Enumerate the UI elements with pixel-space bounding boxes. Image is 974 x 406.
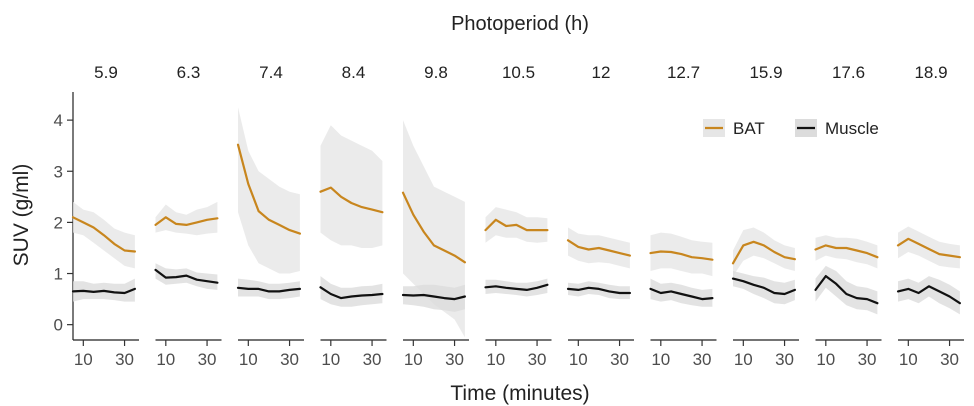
facet-label: 7.4 xyxy=(259,63,283,82)
legend-item: Muscle xyxy=(795,119,879,138)
bat-series-line xyxy=(154,216,219,226)
x-tick-label: 10 xyxy=(734,350,753,369)
facet-panel: 12.7 10 30 xyxy=(649,63,717,369)
legend: BAT Muscle xyxy=(703,119,879,138)
muscle-series-line xyxy=(236,286,301,293)
x-tick-label: 30 xyxy=(940,350,959,369)
x-tick-label: 30 xyxy=(775,350,794,369)
x-tick-label: 30 xyxy=(115,350,134,369)
bat-series-line xyxy=(814,244,879,259)
facet-panel: 5.9 10 30 xyxy=(71,63,139,369)
muscle-series-line xyxy=(319,286,384,300)
facet-label: 12.7 xyxy=(667,63,700,82)
bat-series-line xyxy=(484,218,549,232)
x-tick-label: 10 xyxy=(321,350,340,369)
muscle-series-line xyxy=(814,275,879,305)
x-tick-label: 30 xyxy=(610,350,629,369)
x-tick-label: 30 xyxy=(198,350,217,369)
muscle-confidence-band xyxy=(403,284,465,312)
y-tick-label: 1 xyxy=(54,265,63,284)
muscle-confidence-band xyxy=(650,278,713,307)
muscle-series-line xyxy=(896,285,962,305)
bat-confidence-band xyxy=(155,201,218,236)
facet-label: 8.4 xyxy=(342,63,366,82)
x-tick-label: 30 xyxy=(280,350,299,369)
muscle-series-line xyxy=(71,287,136,295)
facet-panel: 17.6 10 30 xyxy=(814,63,882,369)
y-tick-label: 2 xyxy=(54,213,63,232)
x-tick-label: 10 xyxy=(156,350,175,369)
bat-confidence-band xyxy=(733,227,795,277)
x-tick-label: 10 xyxy=(569,350,588,369)
facet-panel: 9.8 10 30 xyxy=(401,63,469,369)
facet-panel: 8.4 10 30 xyxy=(319,63,387,369)
bat-series-line xyxy=(896,237,962,259)
bat-series-line xyxy=(319,186,384,214)
x-tick-label: 10 xyxy=(816,350,835,369)
muscle-confidence-band xyxy=(485,278,548,297)
facet-panel: 15.9 10 30 xyxy=(731,63,799,369)
facet-label: 6.3 xyxy=(177,63,201,82)
facet-label: 10.5 xyxy=(502,63,535,82)
legend-label: Muscle xyxy=(825,119,879,138)
x-tick-label: 10 xyxy=(486,350,505,369)
facet-panel: 18.9 10 30 xyxy=(896,63,964,369)
muscle-confidence-band xyxy=(815,265,878,315)
y-tick-label: 0 xyxy=(54,316,63,335)
muscle-confidence-band xyxy=(238,278,300,300)
y-tick-label: 4 xyxy=(54,111,63,130)
facet-panel: 12 10 30 xyxy=(566,63,634,369)
muscle-confidence-band xyxy=(568,281,630,300)
muscle-confidence-band xyxy=(898,276,960,315)
facet-panel: 7.4 10 30 xyxy=(236,63,304,369)
facet-panel: 6.3 10 30 xyxy=(154,63,222,369)
facet-label: 15.9 xyxy=(749,63,782,82)
facet-label: 18.9 xyxy=(914,63,947,82)
bat-confidence-band xyxy=(403,120,465,338)
x-tick-label: 10 xyxy=(651,350,670,369)
x-tick-label: 10 xyxy=(404,350,423,369)
legend-item: BAT xyxy=(703,119,765,138)
bat-confidence-band xyxy=(320,125,383,248)
facet-label: 9.8 xyxy=(424,63,448,82)
muscle-series-line xyxy=(649,287,714,301)
bat-series-line xyxy=(71,216,136,253)
bat-confidence-band xyxy=(815,235,878,269)
bat-confidence-band xyxy=(898,226,960,269)
y-tick-label: 3 xyxy=(54,162,63,181)
bat-series-line xyxy=(731,240,797,265)
facet-label: 17.6 xyxy=(832,63,865,82)
y-axis-title: SUV (g/ml) xyxy=(10,164,33,267)
x-tick-label: 30 xyxy=(858,350,877,369)
x-tick-label: 30 xyxy=(445,350,464,369)
y-axis: 0 1 2 3 4 xyxy=(54,92,74,340)
facet-label: 12 xyxy=(592,63,611,82)
x-tick-label: 10 xyxy=(239,350,258,369)
facet-label: 5.9 xyxy=(94,63,118,82)
chart-title: Photoperiod (h) xyxy=(451,13,589,35)
x-axis-title: Time (minutes) xyxy=(450,382,589,405)
muscle-series-line xyxy=(154,268,219,284)
x-tick-label: 10 xyxy=(899,350,918,369)
x-tick-label: 30 xyxy=(693,350,712,369)
bat-confidence-band xyxy=(238,107,300,274)
facet-panels: 5.910 306.310 307.410 308.410 309.810 3010.51… xyxy=(71,63,964,369)
bat-series-line xyxy=(401,191,466,264)
x-tick-label: 30 xyxy=(363,350,382,369)
legend-label: BAT xyxy=(733,119,765,138)
muscle-series-line xyxy=(566,286,632,295)
bat-series-line xyxy=(649,250,714,261)
bat-series-line xyxy=(236,143,301,235)
muscle-confidence-band xyxy=(320,276,383,307)
muscle-series-line xyxy=(484,283,549,291)
muscle-series-line xyxy=(401,293,466,301)
x-tick-label: 10 xyxy=(74,350,93,369)
muscle-series-line xyxy=(731,277,797,296)
x-tick-label: 30 xyxy=(528,350,547,369)
bat-series-line xyxy=(566,239,632,257)
facet-panel: 10.5 10 30 xyxy=(484,63,552,369)
